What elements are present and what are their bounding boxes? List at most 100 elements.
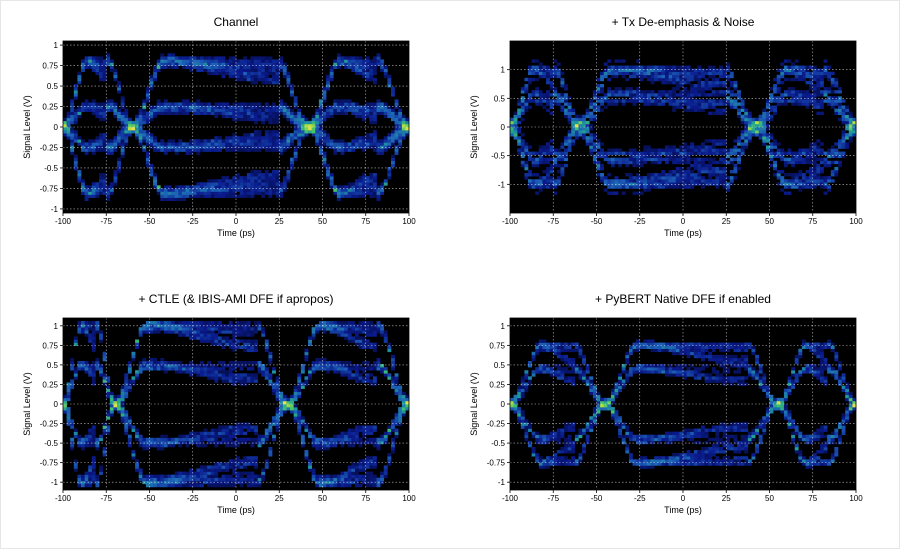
heatmap-cell — [823, 185, 828, 189]
heatmap-cell — [254, 179, 258, 183]
heatmap-cell — [138, 327, 143, 331]
heatmap-cell — [217, 321, 222, 325]
heatmap-cell — [574, 120, 579, 125]
heatmap-cell — [528, 80, 532, 85]
heatmap-cell — [809, 80, 814, 85]
heatmap-cell — [167, 145, 172, 149]
heatmap-cell — [138, 443, 143, 448]
heatmap-cell — [336, 56, 341, 60]
heatmap-cell — [84, 440, 89, 445]
x-tick-label: 50 — [318, 217, 327, 226]
heatmap-cell — [607, 148, 612, 152]
heatmap-cell — [102, 450, 107, 454]
heatmap-cell — [282, 407, 287, 411]
heatmap-cell — [798, 77, 803, 82]
heatmap-cell — [358, 108, 363, 112]
heatmap-cell — [318, 443, 323, 448]
heatmap-cell — [664, 96, 669, 100]
heatmap-cell — [643, 65, 648, 69]
heatmap-cell — [801, 74, 806, 79]
heatmap-cell — [372, 145, 377, 149]
heatmap-cell — [63, 400, 67, 405]
heatmap-cell — [99, 133, 103, 137]
heatmap-cell — [398, 120, 403, 125]
heatmap-cell — [99, 71, 103, 76]
heatmap-cell — [708, 102, 713, 106]
heatmap-cell — [297, 114, 302, 119]
heatmap-cell — [318, 105, 323, 109]
heatmap-cell — [564, 136, 568, 140]
heatmap-cell — [618, 87, 623, 91]
heatmap-cell — [232, 431, 237, 436]
heatmap-cell — [149, 84, 154, 88]
heatmap-cell — [315, 440, 320, 445]
heatmap-cell — [805, 93, 810, 97]
heatmap-cell — [344, 373, 349, 377]
heatmap-cell — [819, 111, 824, 116]
heatmap-cell — [160, 477, 165, 482]
heatmap-cell — [236, 345, 240, 350]
heatmap-cell — [210, 483, 215, 488]
y-tick-label: 0.75 — [42, 62, 58, 71]
heatmap-cell — [354, 179, 359, 183]
heatmap-cell — [225, 176, 230, 180]
heatmap-cell — [643, 185, 648, 189]
heatmap-cell — [203, 182, 208, 186]
heatmap-cell — [668, 102, 673, 106]
heatmap-cell — [106, 425, 111, 429]
heatmap-cell — [585, 139, 590, 143]
heatmap-cell — [333, 361, 338, 365]
heatmap-cell — [171, 108, 176, 112]
heatmap-cell — [264, 102, 269, 106]
heatmap-cell — [228, 345, 233, 350]
heatmap-cell — [668, 157, 673, 162]
heatmap-cell — [747, 130, 752, 134]
heatmap-cell — [196, 148, 201, 152]
heatmap-cell — [819, 99, 824, 103]
heatmap-cell — [809, 102, 814, 106]
heatmap-cell — [135, 342, 139, 346]
heatmap-cell — [91, 468, 96, 472]
heatmap-cell — [91, 194, 96, 198]
heatmap-cell — [369, 139, 374, 143]
heatmap-cell — [236, 108, 240, 112]
heatmap-cell — [513, 133, 518, 137]
heatmap-cell — [304, 379, 309, 383]
heatmap-cell — [232, 342, 237, 346]
heatmap-cell — [250, 182, 255, 186]
heatmap-cell — [639, 176, 644, 180]
y-tick-label: -0.75 — [40, 184, 59, 193]
heatmap-cell — [621, 191, 626, 195]
heatmap-cell — [827, 185, 832, 189]
heatmap-cell — [650, 173, 655, 177]
heatmap-cell — [236, 437, 240, 442]
heatmap-cell — [264, 191, 269, 195]
heatmap-cell — [697, 99, 702, 103]
heatmap-cell — [239, 422, 244, 426]
heatmap-cell — [272, 80, 276, 85]
heatmap-cell — [546, 77, 550, 82]
heatmap-cell — [250, 108, 255, 112]
heatmap-cell — [243, 133, 248, 137]
heatmap-cell — [621, 160, 626, 165]
heatmap-cell — [131, 425, 136, 429]
heatmap-cell — [217, 65, 222, 69]
heatmap-cell — [239, 105, 244, 109]
heatmap-cell — [239, 330, 244, 334]
heatmap-cell — [351, 339, 356, 343]
heatmap-cell — [701, 179, 705, 183]
heatmap-cell — [243, 456, 248, 460]
heatmap-cell — [812, 65, 817, 69]
heatmap-cell — [344, 330, 349, 334]
heatmap-cell — [805, 176, 810, 180]
heatmap-cell — [369, 173, 374, 177]
heatmap-cell — [819, 157, 824, 162]
heatmap-cell — [390, 157, 395, 162]
heatmap-cell — [618, 93, 623, 97]
heatmap-cell — [531, 99, 536, 103]
heatmap-cell — [827, 77, 832, 82]
heatmap-cell — [185, 108, 190, 112]
heatmap-cell — [167, 321, 172, 325]
heatmap-cell — [91, 151, 96, 155]
heatmap-cell — [690, 148, 695, 152]
